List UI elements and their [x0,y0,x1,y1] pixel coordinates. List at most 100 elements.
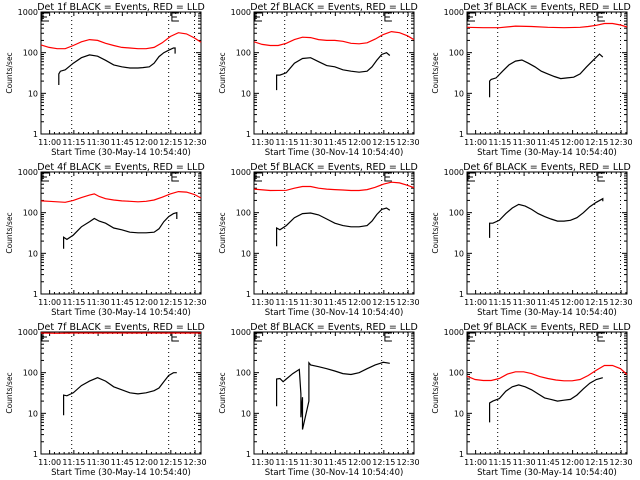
x-tick-label: 12:15 [585,298,608,307]
y-tick-label: 1000 [231,168,251,177]
x-tick-label: 11:15 [488,138,511,147]
x-tick-label: 11:15 [62,298,85,307]
y-tick-label: 100 [23,209,38,218]
panel-title: Det 2f BLACK = Events, RED = LLD [250,2,418,13]
y-axis-label: Counts/sec [5,52,14,93]
plot-frame [466,331,628,455]
y-tick-label: 10 [28,249,38,258]
x-tick-label: 11:30 [300,138,323,147]
x-tick-label: 11:30 [87,458,110,467]
series-events-line [276,52,391,91]
x-tick-label: 11:15 [62,458,85,467]
x-tick-label: 12:00 [348,298,371,307]
plot-frame [253,11,415,135]
x-axis-label: Start Time (30-May-14 10:54:40) [51,148,191,158]
y-axis-label: Counts/sec [431,52,440,93]
x-tick-label: 12:30 [397,458,420,467]
y-tick-label: 10 [454,409,464,418]
y-tick-label: 1 [33,130,38,139]
x-tick-label: 12:30 [397,138,420,147]
y-tick-label: 100 [449,49,464,58]
series-events-line [58,47,176,85]
x-tick-label: 11:45 [324,138,347,147]
x-tick-label: 11:45 [111,298,134,307]
x-tick-label: 11:45 [324,298,347,307]
event-marker-e-icon [254,172,262,182]
event-marker-e-icon [254,12,262,22]
x-axis-label: Start Time (30-Nov-14 10:54:40) [265,148,404,158]
y-tick-label: 1 [246,130,251,139]
event-marker-e-icon [41,172,49,182]
x-axis-label: Start Time (30-May-14 10:54:40) [477,308,617,318]
plot-frame [40,171,202,295]
event-marker-e-icon [467,332,475,342]
x-tick-label: 11:45 [324,458,347,467]
x-tick-label: 11:15 [275,458,298,467]
y-axis-label: Counts/sec [5,212,14,253]
panel-det-6: Det 6f BLACK = Events, RED = LLD 1 10 100 10… [431,162,633,318]
y-axis-label: Counts/sec [431,212,440,253]
event-marker-e-icon [384,172,392,182]
y-tick-label: 100 [236,369,251,378]
panel-det-9: Det 9f BLACK = Events, RED = LLD 1 10 100 10… [431,322,633,478]
x-tick-label: 12:30 [610,138,633,147]
y-tick-label: 10 [241,89,251,98]
y-tick-label: 10 [454,89,464,98]
y-axis-label: Counts/sec [218,212,227,253]
y-axis-label: Counts/sec [218,52,227,93]
panel-det-2: Det 2f BLACK = Events, RED = LLD 1 10 100 10… [218,2,420,158]
x-tick-label: 11:45 [111,138,134,147]
series-lld-line [466,22,628,29]
panel-det-1: Det 1f BLACK = Events, RED = LLD 1 10 100 10… [5,2,207,158]
event-marker-e-icon [467,172,475,182]
y-tick-label: 100 [236,49,251,58]
x-tick-label: 12:00 [561,138,584,147]
panel-det-7: Det 7f BLACK = Events, RED = LLD 1 10 100 10… [5,322,207,478]
x-axis-label: Start Time (30-Nov-14 10:54:40) [265,468,404,478]
x-tick-label: 11:15 [488,458,511,467]
x-tick-label: 11:00 [38,138,61,147]
event-marker-e-icon [384,12,392,22]
x-tick-label: 12:15 [585,138,608,147]
x-axis-label: Start Time (30-May-14 10:54:40) [51,468,191,478]
y-tick-label: 1 [246,290,251,299]
panel-title: Det 1f BLACK = Events, RED = LLD [37,2,205,13]
x-tick-label: 12:15 [372,298,395,307]
panel-title: Det 4f BLACK = Events, RED = LLD [37,162,205,173]
y-tick-label: 1 [33,450,38,459]
x-tick-label: 12:15 [372,138,395,147]
y-tick-label: 1000 [18,168,38,177]
y-tick-label: 10 [241,409,251,418]
y-axis-label: Counts/sec [431,372,440,413]
panel-det-3: Det 3f BLACK = Events, RED = LLD 1 10 100 10… [431,2,633,158]
x-tick-label: 11:45 [537,458,560,467]
x-tick-label: 11:00 [38,458,61,467]
x-tick-label: 12:15 [159,298,182,307]
y-tick-label: 100 [449,209,464,218]
series-events-line [489,53,604,98]
event-marker-e-icon [41,12,49,22]
panel-det-8: Det 8f BLACK = Events, RED = LLD 1 10 100 10… [218,322,420,478]
x-tick-label: 12:15 [372,458,395,467]
event-marker-e-icon [254,332,262,342]
plot-frame [253,171,415,295]
event-marker-e-icon [597,332,605,342]
x-tick-label: 12:00 [135,298,158,307]
plot-frame [466,11,628,135]
panel-det-4: Det 4f BLACK = Events, RED = LLD 1 10 100 10… [5,162,207,318]
x-tick-label: 11:15 [488,298,511,307]
event-marker-e-icon [467,12,475,22]
series-lld-line [253,30,415,47]
x-tick-label: 11:00 [464,458,487,467]
series-lld-line [253,181,415,192]
event-marker-e-icon [384,332,392,342]
x-tick-label: 11:15 [275,138,298,147]
series-events-line [62,211,178,249]
x-tick-label: 12:00 [348,458,371,467]
event-marker-e-icon [597,12,605,22]
x-tick-label: 11:00 [38,298,61,307]
x-tick-label: 12:30 [610,298,633,307]
y-tick-label: 1 [459,450,464,459]
panel-title: Det 8f BLACK = Events, RED = LLD [250,322,418,333]
